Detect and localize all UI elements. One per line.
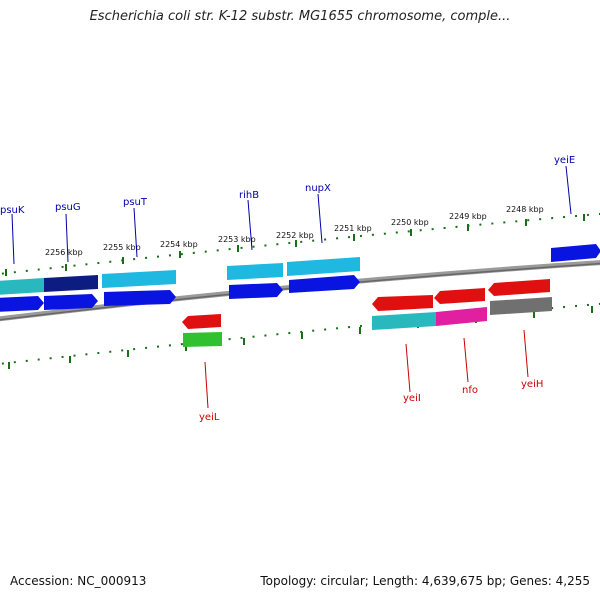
- gene-nfo[interactable]: [436, 307, 487, 326]
- kbp-tick-labels: 2256 kbp 2255 kbp 2254 kbp 2253 kbp 2252…: [45, 205, 544, 257]
- gene-nupX[interactable]: [287, 257, 360, 276]
- reverse-gene-row-2: [183, 297, 552, 347]
- gene-psuG[interactable]: [44, 275, 98, 292]
- gene-label-psuT[interactable]: psuT: [123, 197, 148, 208]
- gene-arrow[interactable]: [488, 279, 550, 296]
- tick-label: 2249 kbp: [449, 212, 487, 221]
- tick-label: 2255 kbp: [103, 243, 141, 252]
- gene-arrow[interactable]: [44, 294, 98, 310]
- bottom-label-leaders: [204, 329, 529, 409]
- gene-label-yeiI[interactable]: yeiI: [403, 393, 421, 404]
- gene-yeiL[interactable]: [183, 332, 222, 347]
- tick-label: 2254 kbp: [160, 240, 198, 249]
- gene-label-psuG[interactable]: psuG: [55, 202, 81, 213]
- gene-label-yeiH[interactable]: yeiH: [521, 379, 543, 390]
- major-ticks-outer: [5, 214, 585, 276]
- gene-label-nupX[interactable]: nupX: [305, 183, 331, 194]
- gene-label-nfo[interactable]: nfo: [462, 385, 478, 396]
- tick-label: 2252 kbp: [276, 231, 314, 240]
- gene-label-yeiE[interactable]: yeiE: [554, 155, 575, 166]
- gene-label-yeiL[interactable]: yeiL: [199, 412, 220, 423]
- reverse-gene-row-1: [182, 279, 550, 329]
- gene-arrow[interactable]: [372, 295, 433, 311]
- top-label-leaders: [11, 165, 572, 265]
- tick-label: 2248 kbp: [506, 205, 544, 214]
- gene-arrow[interactable]: [0, 296, 44, 312]
- tick-label: 2253 kbp: [218, 235, 256, 244]
- tick-label: 2250 kbp: [391, 218, 429, 227]
- gene-arrow[interactable]: [434, 288, 485, 304]
- major-ticks-inner: [8, 306, 593, 369]
- gene-yeiH[interactable]: [490, 297, 552, 315]
- tick-label: 2256 kbp: [45, 248, 83, 257]
- forward-gene-row-1: [0, 244, 600, 295]
- tick-label: 2251 kbp: [334, 224, 372, 233]
- gene-rihB[interactable]: [227, 263, 283, 280]
- accession-label: Accession: NC_000913: [10, 574, 147, 588]
- bottom-gene-labels: yeiL yeiI nfo yeiH: [199, 379, 543, 423]
- gene-yeiI[interactable]: [372, 312, 436, 330]
- gene-psuK[interactable]: [0, 278, 44, 295]
- gene-arrow[interactable]: [229, 283, 283, 299]
- forward-gene-row-2: [0, 275, 360, 312]
- gene-arrow[interactable]: [289, 275, 360, 293]
- gene-yeiE[interactable]: [551, 244, 600, 262]
- gene-label-rihB[interactable]: rihB: [239, 190, 259, 201]
- gene-arrow[interactable]: [182, 314, 221, 329]
- gene-arrow[interactable]: [104, 290, 176, 306]
- genome-summary: Topology: circular; Length: 4,639,675 bp…: [260, 574, 590, 588]
- map-title: Escherichia coli str. K-12 substr. MG165…: [89, 9, 511, 24]
- gene-label-psuK[interactable]: psuK: [0, 205, 25, 216]
- top-gene-labels: psuK psuG psuT rihB nupX yeiE: [0, 155, 575, 216]
- gene-psuT[interactable]: [102, 270, 176, 288]
